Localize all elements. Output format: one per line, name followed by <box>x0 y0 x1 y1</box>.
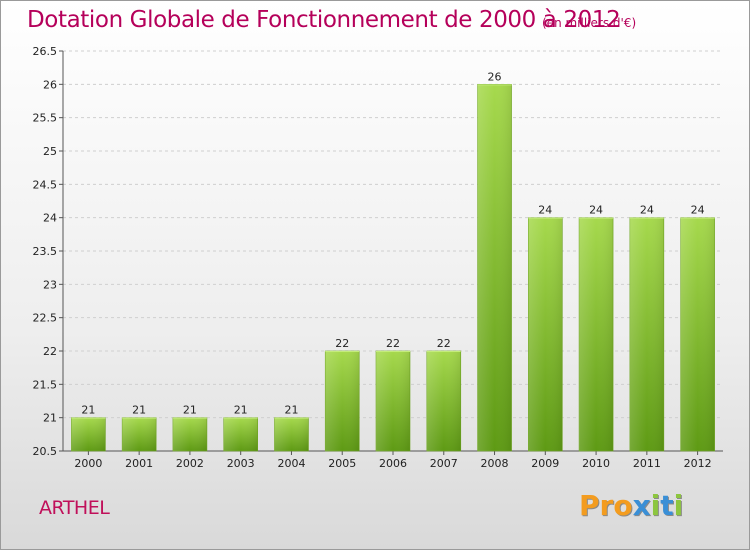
y-tick-label: 21 <box>43 412 57 425</box>
x-tick-label: 2009 <box>531 457 559 470</box>
x-tick-label: 2012 <box>684 457 712 470</box>
y-tick-label: 26 <box>43 78 57 91</box>
y-tick-label: 24 <box>43 212 57 225</box>
chart-title: Dotation Globale de Fonctionnement de 20… <box>27 7 621 33</box>
x-tick-label: 2002 <box>176 457 204 470</box>
bar-value-label: 21 <box>234 404 248 417</box>
bar-shade <box>122 417 157 451</box>
bar-value-label: 22 <box>437 337 451 350</box>
bar-shade <box>223 417 258 451</box>
bar-value-label: 22 <box>386 337 400 350</box>
y-tick-label: 24.5 <box>33 178 58 191</box>
bar-shade <box>376 351 410 451</box>
x-tick-label: 2008 <box>481 457 509 470</box>
x-tick-label: 2010 <box>582 457 610 470</box>
bar-shade <box>680 217 715 451</box>
bar-value-label: 21 <box>81 404 95 417</box>
bar-shade <box>325 351 360 451</box>
logo-letter: o <box>613 489 633 522</box>
bar-shade <box>579 217 614 451</box>
x-tick-label: 2005 <box>328 457 356 470</box>
proxiti-logo: Proxiti <box>579 489 683 522</box>
bar-shade <box>426 351 461 451</box>
bar-shade <box>71 417 106 451</box>
logo-letter: i <box>673 489 684 522</box>
bar-shade <box>172 417 207 451</box>
bar-shade <box>274 417 309 451</box>
bar-shade <box>477 84 512 451</box>
y-tick-label: 26.5 <box>33 45 58 58</box>
x-tick-label: 2000 <box>74 457 102 470</box>
bar-value-label: 21 <box>183 404 197 417</box>
logo-letter: P <box>579 489 600 522</box>
logo-letter: r <box>599 489 614 522</box>
logo-letter: t <box>660 489 674 522</box>
bar-value-label: 24 <box>640 204 654 217</box>
bar-value-label: 24 <box>538 204 552 217</box>
y-tick-label: 20.5 <box>33 445 58 458</box>
bar-value-label: 24 <box>691 204 705 217</box>
y-tick-label: 23.5 <box>33 245 58 258</box>
bar-value-label: 22 <box>335 337 349 350</box>
commune-name: ARTHEL <box>39 497 110 519</box>
logo-letter: i <box>650 489 661 522</box>
bar-shade <box>629 217 664 451</box>
x-tick-label: 2003 <box>227 457 255 470</box>
bar-value-label: 21 <box>284 404 298 417</box>
bar-shade <box>528 217 563 451</box>
y-tick-label: 25.5 <box>33 112 58 125</box>
y-tick-label: 21.5 <box>33 378 58 391</box>
logo-letter: x <box>632 489 651 522</box>
x-tick-label: 2004 <box>277 457 305 470</box>
bar-value-label: 26 <box>488 70 502 83</box>
y-tick-label: 22 <box>43 345 57 358</box>
x-tick-label: 2006 <box>379 457 407 470</box>
bar-value-label: 24 <box>589 204 603 217</box>
y-tick-label: 22.5 <box>33 312 58 325</box>
x-tick-label: 2001 <box>125 457 153 470</box>
y-tick-label: 23 <box>43 278 57 291</box>
chart-subtitle: (en milliers d'€) <box>542 16 637 30</box>
x-tick-label: 2007 <box>430 457 458 470</box>
bar-value-label: 21 <box>132 404 146 417</box>
x-tick-label: 2011 <box>633 457 661 470</box>
y-tick-label: 25 <box>43 145 57 158</box>
